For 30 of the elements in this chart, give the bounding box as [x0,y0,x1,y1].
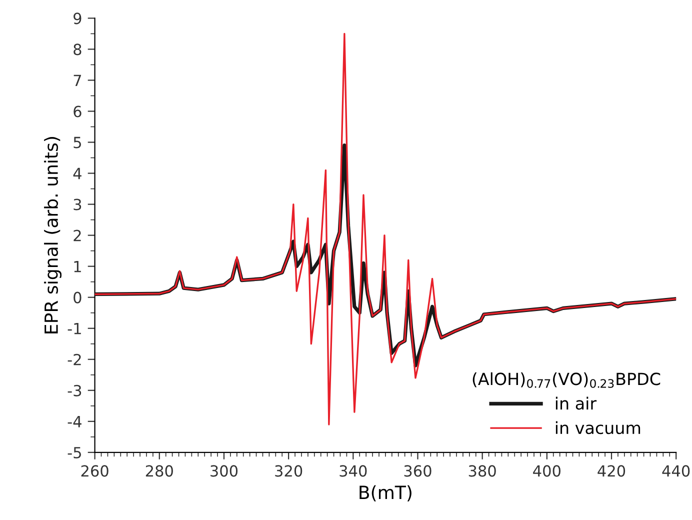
x-tick-label: 320 [275,465,302,477]
x-tick-label: 400 [533,465,560,477]
x-tick-label: 260 [81,465,108,477]
y-tick-label: 0 [74,292,82,304]
y-tick-label: -4 [68,416,82,428]
y-tick-label: 7 [74,74,81,86]
legend-label: in vacuum [556,421,640,434]
y-tick-label: 4 [73,168,82,180]
y-tick-label: 9 [74,12,82,24]
y-axis-title: EPR signal (arb. units) [44,137,62,334]
y-tick-label: 5 [74,136,81,148]
legend-label: in air [556,396,597,410]
x-tick-label: 380 [468,465,496,477]
y-tick-label: 1 [74,260,81,272]
x-axis-title: B(mT) [360,485,412,502]
y-tick-label: 3 [74,198,82,210]
y-tick-label: 8 [74,44,82,56]
x-tick-label: 340 [340,465,367,477]
y-tick-label: -2 [68,354,81,366]
x-tick-label: 280 [146,465,173,477]
y-tick-label: 6 [74,106,82,118]
legend-title: (AlOH)$_{0.77}$(VO)$_{0.23}$BPDC [472,372,660,388]
y-tick-label: -3 [68,384,82,396]
x-tick-label: 300 [210,465,238,477]
y-tick-label: 2 [74,230,81,242]
y-tick-label: -1 [68,323,81,334]
y-tick-label: -5 [68,447,81,458]
x-tick-label: 420 [598,465,626,477]
x-tick-label: 360 [404,465,432,477]
x-tick-label: 440 [662,465,690,477]
